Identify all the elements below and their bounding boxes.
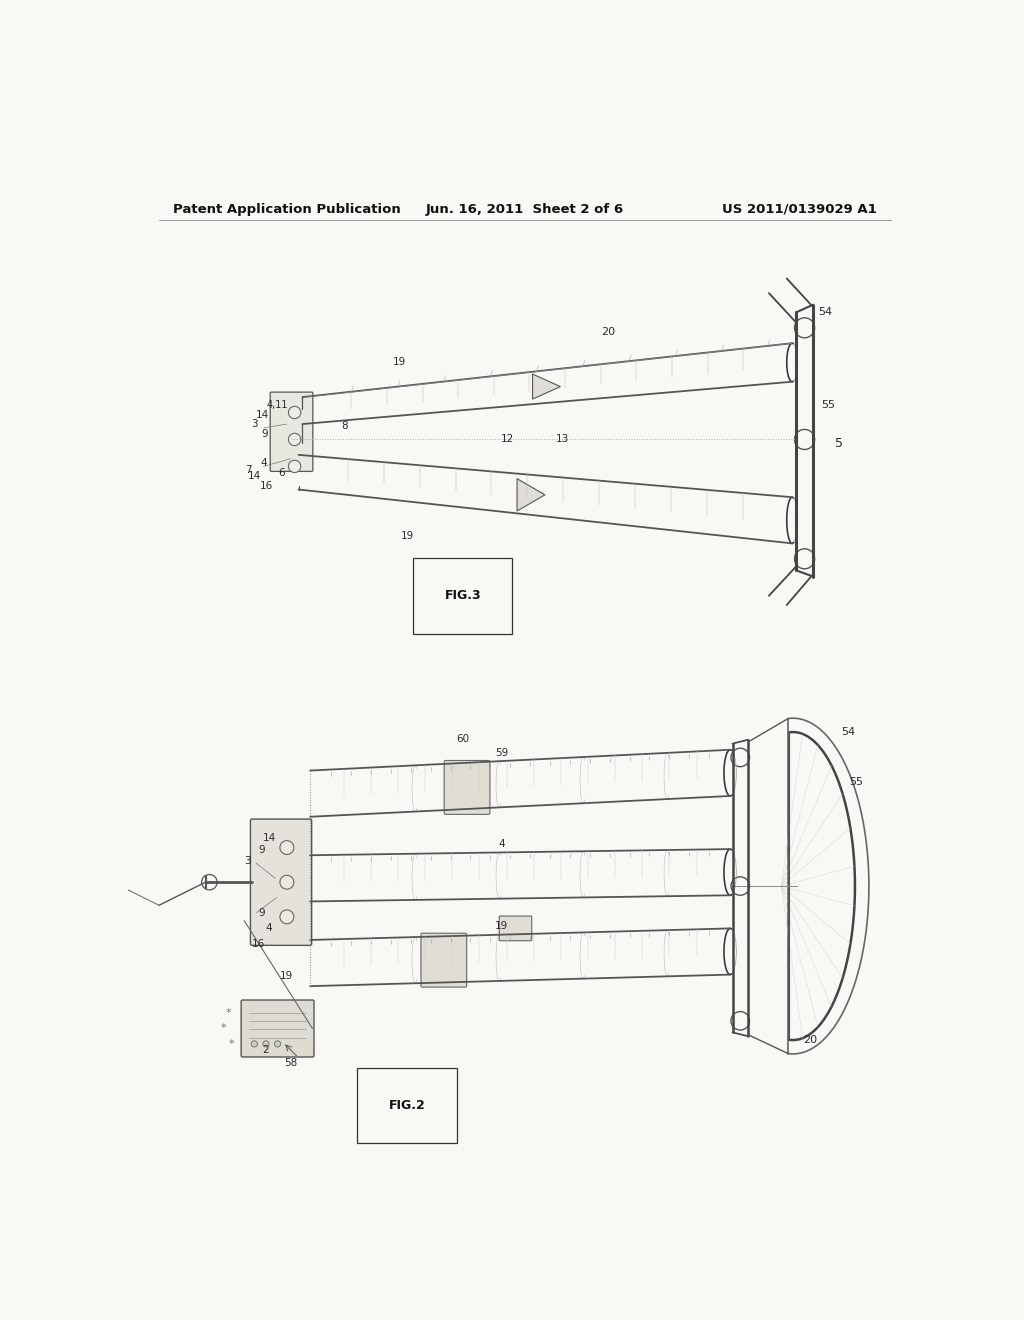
Text: 20: 20: [803, 1035, 817, 1045]
Text: 7: 7: [245, 465, 252, 475]
FancyBboxPatch shape: [500, 916, 531, 941]
Text: 16: 16: [252, 939, 265, 949]
Text: 14: 14: [262, 833, 275, 842]
Circle shape: [289, 433, 301, 446]
Text: 3: 3: [251, 418, 258, 429]
Text: 2: 2: [262, 1045, 269, 1055]
Circle shape: [263, 1040, 269, 1047]
Circle shape: [251, 1040, 257, 1047]
Text: 9: 9: [258, 845, 264, 855]
Text: 19: 19: [495, 921, 508, 931]
Text: 14: 14: [248, 471, 261, 482]
Text: Jun. 16, 2011  Sheet 2 of 6: Jun. 16, 2011 Sheet 2 of 6: [426, 203, 624, 215]
FancyBboxPatch shape: [251, 818, 311, 945]
Text: 60: 60: [456, 734, 469, 744]
Text: 14: 14: [255, 409, 268, 420]
Text: 58: 58: [284, 1059, 297, 1068]
Text: 55: 55: [850, 777, 863, 787]
Circle shape: [280, 841, 294, 854]
Circle shape: [280, 909, 294, 924]
Text: 4: 4: [498, 838, 505, 849]
Polygon shape: [532, 374, 560, 399]
Circle shape: [280, 875, 294, 890]
Text: 8: 8: [342, 421, 348, 432]
Text: 59: 59: [495, 748, 508, 758]
Text: US 2011/0139029 A1: US 2011/0139029 A1: [722, 203, 877, 215]
Text: 6: 6: [279, 467, 285, 478]
Text: 19: 19: [281, 972, 294, 981]
FancyBboxPatch shape: [241, 1001, 314, 1057]
Text: 3: 3: [245, 855, 252, 866]
Text: 19: 19: [392, 358, 406, 367]
Text: 19: 19: [400, 531, 414, 541]
Polygon shape: [517, 479, 545, 511]
Text: 54: 54: [818, 308, 833, 317]
Text: 55: 55: [821, 400, 836, 409]
Text: 20: 20: [601, 326, 615, 337]
Circle shape: [274, 1040, 281, 1047]
Text: 4: 4: [266, 924, 272, 933]
Text: 13: 13: [555, 434, 568, 445]
Text: 4: 4: [260, 458, 267, 467]
Text: *: *: [228, 1039, 233, 1049]
FancyBboxPatch shape: [270, 392, 313, 471]
Circle shape: [289, 461, 301, 473]
Text: 4,11: 4,11: [267, 400, 289, 409]
Text: 12: 12: [501, 434, 514, 445]
FancyBboxPatch shape: [444, 760, 489, 814]
Text: *: *: [226, 1008, 231, 1018]
Text: *: *: [220, 1023, 226, 1034]
Text: 9: 9: [261, 429, 267, 440]
Text: Patent Application Publication: Patent Application Publication: [173, 203, 400, 215]
Text: FIG.3: FIG.3: [444, 589, 481, 602]
Text: FIG.2: FIG.2: [389, 1100, 425, 1111]
Text: 9: 9: [258, 908, 264, 917]
FancyBboxPatch shape: [421, 933, 467, 987]
Text: 16: 16: [259, 480, 272, 491]
Text: 54: 54: [842, 727, 856, 737]
Circle shape: [289, 407, 301, 418]
Text: 5: 5: [835, 437, 843, 450]
